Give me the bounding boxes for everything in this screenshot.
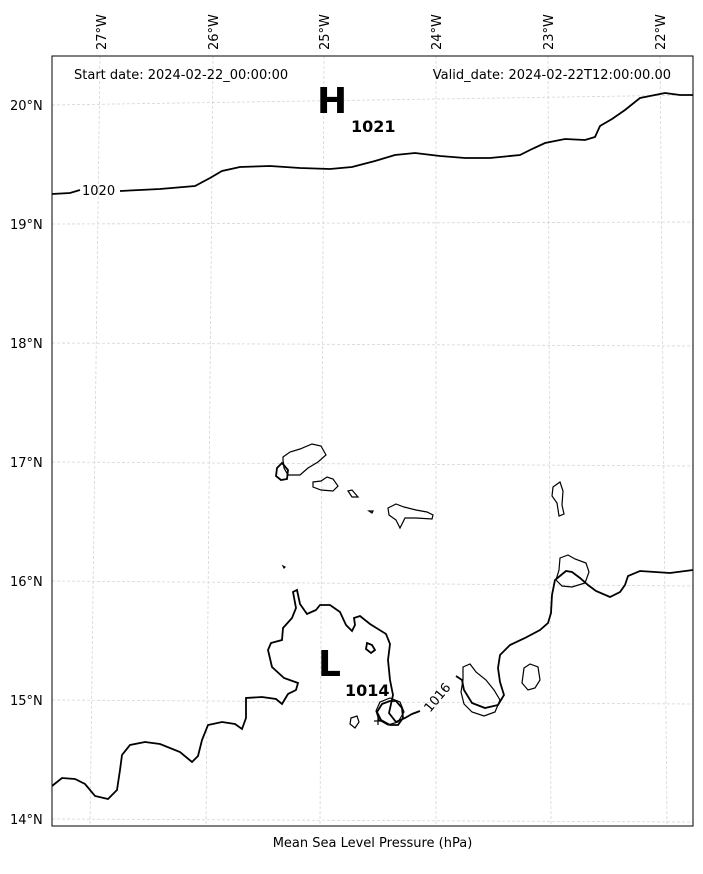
meridian-27w [89, 55, 101, 827]
isobar-label-1016: 1016 [422, 681, 455, 716]
meridian-22w [659, 55, 668, 827]
isobar-label-1020: 1020 [82, 184, 115, 199]
lon-label-26w: 26°W [207, 14, 222, 50]
start-date-text: Start date: 2024-02-22_00:00:00 [74, 68, 288, 83]
high-pressure-value: 1021 [351, 117, 396, 136]
isobar-1016-small-loop [275, 461, 289, 481]
lon-label-27w: 27°W [95, 14, 110, 50]
meridian-26w [205, 55, 214, 827]
isobar-1020 [51, 92, 693, 195]
island-fogo [375, 697, 405, 726]
lat-label-14n: 14°N [10, 813, 43, 828]
parallel-15n [51, 699, 694, 705]
lon-label-23w: 23°W [542, 14, 557, 50]
isobar-1016-loop [375, 700, 404, 726]
lat-label-18n: 18°N [10, 337, 43, 352]
island-boa-vista [555, 554, 590, 588]
island-brava [349, 715, 360, 729]
parallel-16n [51, 580, 694, 587]
island-sal [551, 481, 565, 517]
lat-label-20n: 20°N [10, 99, 43, 114]
lon-label-22w: 22°W [654, 14, 669, 50]
parallel-20n [51, 94, 694, 106]
lat-label-17n: 17°N [10, 456, 43, 471]
lon-label-24w: 24°W [430, 14, 445, 50]
lat-label-19n: 19°N [10, 218, 43, 233]
graticule [51, 55, 694, 827]
low-center-marker [374, 717, 382, 725]
island-santiago [460, 663, 501, 717]
isobar-1016 [51, 569, 694, 800]
island-sao-vicente [312, 476, 339, 492]
parallel-19n [51, 221, 694, 225]
island-raso [367, 510, 374, 514]
coastlines [281, 443, 590, 729]
low-pressure-letter: L [318, 644, 341, 685]
parallel-14n [51, 818, 694, 823]
map-frame [51, 55, 694, 827]
lon-label-25w: 25°W [318, 14, 333, 50]
meridian-23w [547, 55, 552, 827]
island-santo-antao [282, 443, 327, 476]
meridian-25w [319, 55, 325, 827]
parallel-18n [51, 342, 694, 347]
map-caption: Mean Sea Level Pressure (hPa) [272, 836, 473, 851]
island-maio [521, 663, 541, 691]
lat-label-15n: 15°N [10, 694, 43, 709]
island-santa-luzia [347, 489, 360, 498]
islet-dot [281, 564, 287, 570]
low-pressure-value: 1014 [345, 681, 390, 700]
longitude-labels: 27°W 26°W 25°W 24°W 23°W 22°W [95, 14, 669, 50]
lat-label-16n: 16°N [10, 575, 43, 590]
island-sao-nicolau [387, 503, 434, 530]
latitude-labels: 20°N 19°N 18°N 17°N 16°N 15°N 14°N [10, 99, 43, 828]
isobar-1016-islet-loop [365, 641, 377, 655]
parallel-17n [51, 461, 694, 467]
valid-date-text: Valid_date: 2024-02-22T12:00:00.00 [433, 68, 671, 83]
high-pressure-letter: H [317, 81, 347, 122]
